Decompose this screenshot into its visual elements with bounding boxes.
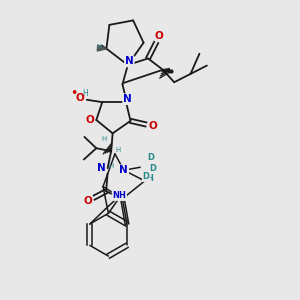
Text: O: O (85, 115, 94, 125)
Text: O: O (83, 196, 92, 206)
Text: •: • (70, 87, 77, 100)
Text: H: H (115, 147, 120, 153)
Text: O: O (149, 121, 158, 131)
Text: N: N (123, 94, 132, 104)
Text: N: N (97, 163, 105, 173)
Text: D: D (142, 172, 150, 181)
Text: D: D (149, 164, 156, 173)
Polygon shape (100, 45, 106, 50)
Polygon shape (97, 45, 106, 51)
Text: NH: NH (112, 191, 126, 200)
Text: N: N (119, 165, 128, 175)
Text: D: D (147, 153, 154, 162)
Text: H: H (96, 44, 102, 50)
Text: O: O (76, 93, 85, 103)
Text: H: H (108, 163, 113, 169)
Text: O: O (155, 31, 164, 40)
Text: N: N (125, 56, 134, 66)
Text: H: H (102, 136, 107, 142)
Text: H: H (147, 174, 154, 183)
Text: H: H (82, 89, 88, 98)
